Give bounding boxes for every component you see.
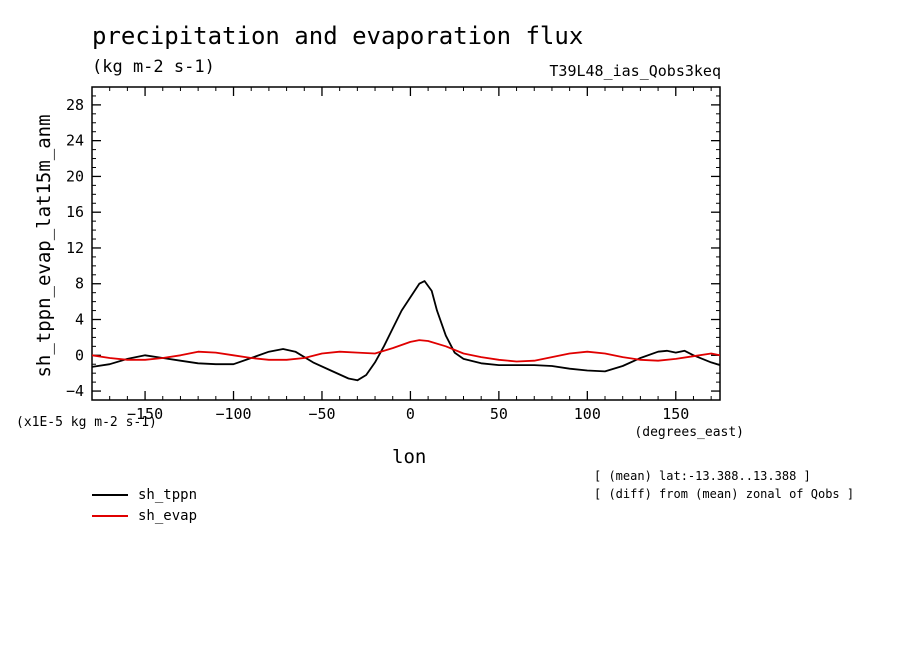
series-line-sh-tppn [92, 280, 720, 382]
legend-label-sh-tppn: sh_tppn [138, 487, 198, 503]
note-mean: [ (mean) lat:-13.388..13.388 ] [594, 469, 811, 483]
x-tick-label: −50 [308, 405, 335, 423]
y-tick-label: 4 [75, 311, 84, 329]
legend-swatch-sh-tppn [92, 494, 128, 496]
y-tick-label: 20 [66, 167, 84, 185]
y-tick-label: 12 [66, 239, 84, 257]
x-tick-label: 50 [490, 405, 508, 423]
x-axis-label: lon [392, 446, 427, 468]
note-diff: [ (diff) from (mean) zonal of Qobs ] [594, 487, 855, 501]
y-tick-label: 16 [66, 203, 84, 221]
y-scale-label: (x1E-5 kg m-2 s-1) [16, 415, 157, 430]
plot-frame [91, 86, 721, 401]
y-tick-label: 0 [75, 346, 84, 364]
y-tick-label: 8 [75, 275, 84, 293]
x-tick-label: 0 [406, 405, 415, 423]
legend-swatch-sh-evap [92, 515, 128, 517]
x-tick-label: 150 [662, 405, 689, 423]
y-tick-label: −4 [66, 382, 84, 400]
units-label: (kg m-2 s-1) [92, 57, 215, 77]
legend-item-sh-tppn: sh_tppn [92, 486, 197, 504]
x-tick-label: −100 [215, 405, 251, 423]
run-label: T39L48_ias_Qobs3keq [549, 62, 721, 80]
legend-item-sh-evap: sh_evap [92, 507, 197, 525]
chart-title: precipitation and evaporation flux [92, 22, 584, 50]
x-tick-label: 100 [574, 405, 601, 423]
series-line-sh-evap [92, 339, 720, 363]
y-tick-label: 28 [66, 96, 84, 114]
x-units-label: (degrees_east) [634, 425, 744, 440]
y-tick-label: 24 [66, 132, 84, 150]
x-tick-label: −150 [127, 405, 163, 423]
legend-label-sh-evap: sh_evap [138, 508, 198, 524]
